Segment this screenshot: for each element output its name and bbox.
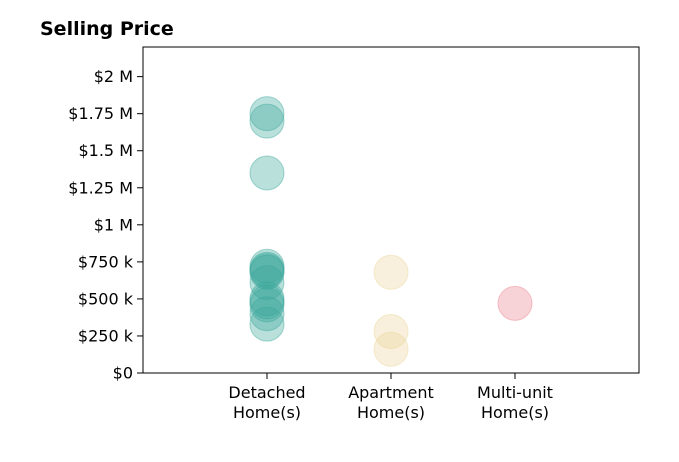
y-tick-label: $1.75 M (68, 104, 133, 123)
y-tick-label: $1.25 M (68, 178, 133, 197)
y-tick-label: $1 M (94, 215, 133, 234)
data-point (497, 285, 533, 321)
data-point (249, 251, 285, 287)
data-point (249, 254, 285, 290)
x-tick-label: Home(s) (481, 403, 549, 422)
data-point (373, 314, 409, 350)
data-point (373, 254, 409, 290)
data-point (249, 96, 285, 132)
data-point (249, 284, 285, 320)
y-tick-label: $1.5 M (78, 141, 133, 160)
plot-frame (142, 46, 640, 374)
y-axis: $0 $250 k $500 k $750 k $1 M $1.25 M $1.5 M $1.… (68, 67, 143, 383)
data-point (249, 265, 285, 301)
x-tick-label: Detached (228, 383, 305, 402)
data-points (249, 96, 533, 367)
x-axis: DetachedHome(s)ApartmentHome(s)Multi-uni… (228, 373, 553, 422)
data-point (249, 248, 285, 284)
data-point (373, 331, 409, 367)
x-tick-label: Apartment (348, 383, 434, 402)
x-tick-label: Home(s) (357, 403, 425, 422)
x-tick-label: Home(s) (233, 403, 301, 422)
y-tick-label: $500 k (78, 289, 134, 308)
data-point (249, 155, 285, 191)
data-point (249, 306, 285, 342)
data-point (249, 103, 285, 139)
data-point (249, 253, 285, 289)
data-point (249, 296, 285, 332)
y-tick-label: $250 k (78, 326, 134, 345)
y-tick-label: $2 M (94, 67, 133, 86)
x-tick-label: Multi-unit (477, 383, 553, 402)
y-tick-label: $750 k (78, 252, 134, 271)
data-point (249, 281, 285, 317)
data-point (249, 287, 285, 323)
y-tick-label: $0 (113, 364, 133, 383)
chart-title: Selling Price (40, 18, 174, 40)
